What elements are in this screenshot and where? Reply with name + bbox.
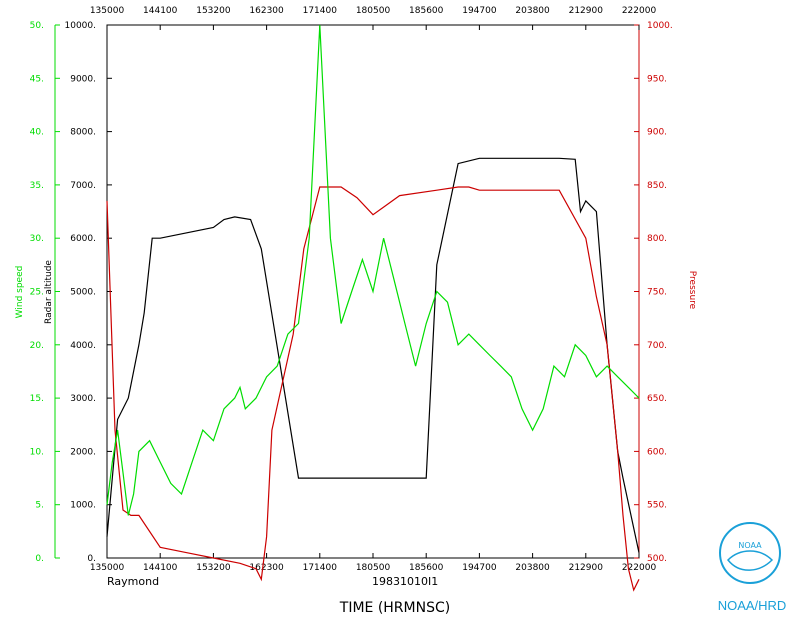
wind-tick-label: 25. <box>30 288 44 298</box>
pressure-tick-label: 750. <box>647 288 667 298</box>
pressure-tick-label: 900. <box>647 128 667 138</box>
pressure-tick-label: 700. <box>647 341 667 351</box>
noaa-bird-icon <box>726 550 774 571</box>
pressure-axis-ticks: 500. 550. 600. 650. 700. 750. 800. 850. 900. 950.… <box>634 21 673 564</box>
x-tick-label: 144100 <box>143 6 178 16</box>
wind-tick-label: 20. <box>30 341 44 351</box>
x-axis-ticks-bottom: 135000 144100 153200 162300 171400 180500 1856… <box>90 553 657 573</box>
pressure-tick-label: 550. <box>647 501 667 511</box>
pressure-tick-label: 950. <box>647 74 667 84</box>
wind-tick-label: 35. <box>30 181 44 191</box>
pressure-tick-label: 1000. <box>647 21 673 31</box>
pressure-tick-label: 650. <box>647 394 667 404</box>
x-tick-label: 185600 <box>409 563 444 573</box>
noaa-caption: NOAA/HRD <box>718 598 787 613</box>
x-tick-label: 171400 <box>303 563 338 573</box>
wind-tick-label: 5. <box>35 501 44 511</box>
x-tick-label: 212900 <box>569 6 604 16</box>
altitude-tick-label: 4000. <box>70 341 96 351</box>
wind-tick-label: 30. <box>30 234 44 244</box>
x-tick-label: 162300 <box>249 6 284 16</box>
altitude-tick-label: 0. <box>87 554 96 564</box>
x-tick-label: 144100 <box>143 563 178 573</box>
x-tick-label: 185600 <box>409 6 444 16</box>
altitude-tick-label: 1000. <box>70 501 96 511</box>
altitude-tick-label: 7000. <box>70 181 96 191</box>
wind-tick-label: 15. <box>30 394 44 404</box>
pressure-tick-label: 600. <box>647 447 667 457</box>
wind-tick-label: 50. <box>30 21 44 31</box>
altitude-tick-label: 10000. <box>65 21 97 31</box>
noaa-emblem-icon <box>719 522 781 584</box>
x-tick-label: 180500 <box>356 6 391 16</box>
x-axis-ticks-top: 135000 144100 153200 162300 171400 180500 1856… <box>90 6 657 30</box>
x-tick-label: 203800 <box>515 563 550 573</box>
x-tick-label: 153200 <box>196 6 231 16</box>
storm-name: Raymond <box>107 575 159 588</box>
x-tick-label: 153200 <box>196 563 231 573</box>
x-tick-label: 171400 <box>303 6 338 16</box>
pressure-tick-label: 500. <box>647 554 667 564</box>
altitude-tick-label: 6000. <box>70 234 96 244</box>
altitude-tick-label: 2000. <box>70 447 96 457</box>
altitude-tick-label: 8000. <box>70 128 96 138</box>
altitude-axis-ticks: 0. 1000. 2000. 3000. 4000. 5000. 6000. 7000. 800… <box>65 21 112 564</box>
altitude-tick-label: 5000. <box>70 288 96 298</box>
x-tick-label: 222000 <box>622 6 657 16</box>
pressure-tick-label: 850. <box>647 181 667 191</box>
wind-tick-label: 10. <box>30 447 44 457</box>
flight-id: 19831010I1 <box>372 575 438 588</box>
x-tick-label: 203800 <box>515 6 550 16</box>
wind-tick-label: 40. <box>30 128 44 138</box>
altitude-tick-label: 9000. <box>70 74 96 84</box>
altitude-axis-label: Radar altitude <box>44 260 54 324</box>
wind-series-line <box>106 24 640 516</box>
series-layer <box>106 24 640 592</box>
wind-tick-label: 45. <box>30 74 44 84</box>
x-tick-label: 222000 <box>622 563 657 573</box>
noaa-emblem-text: NOAA <box>738 541 762 550</box>
x-tick-label: 194700 <box>462 563 497 573</box>
pressure-series-line <box>106 186 640 592</box>
x-tick-label: 194700 <box>462 6 497 16</box>
wind-tick-label: 0. <box>35 554 44 564</box>
x-axis-title: TIME (HRMNSC) <box>339 600 450 616</box>
x-tick-label: 180500 <box>356 563 391 573</box>
wind-axis-label: Wind speed <box>15 266 25 319</box>
x-tick-label: 135000 <box>90 563 125 573</box>
x-tick-label: 162300 <box>249 563 284 573</box>
wind-axis-ticks: 0. 5. 10. 15. 20. 25. 30. 35. 40. 45. 50. <box>30 21 60 564</box>
altitude-tick-label: 3000. <box>70 394 96 404</box>
altitude-series-line <box>106 157 640 553</box>
pressure-axis-label: Pressure <box>687 271 697 310</box>
pressure-tick-label: 800. <box>647 234 667 244</box>
x-tick-label: 212900 <box>569 563 604 573</box>
noaa-logo: NOAA NOAA/HRD <box>718 522 787 613</box>
x-tick-label: 135000 <box>90 6 125 16</box>
